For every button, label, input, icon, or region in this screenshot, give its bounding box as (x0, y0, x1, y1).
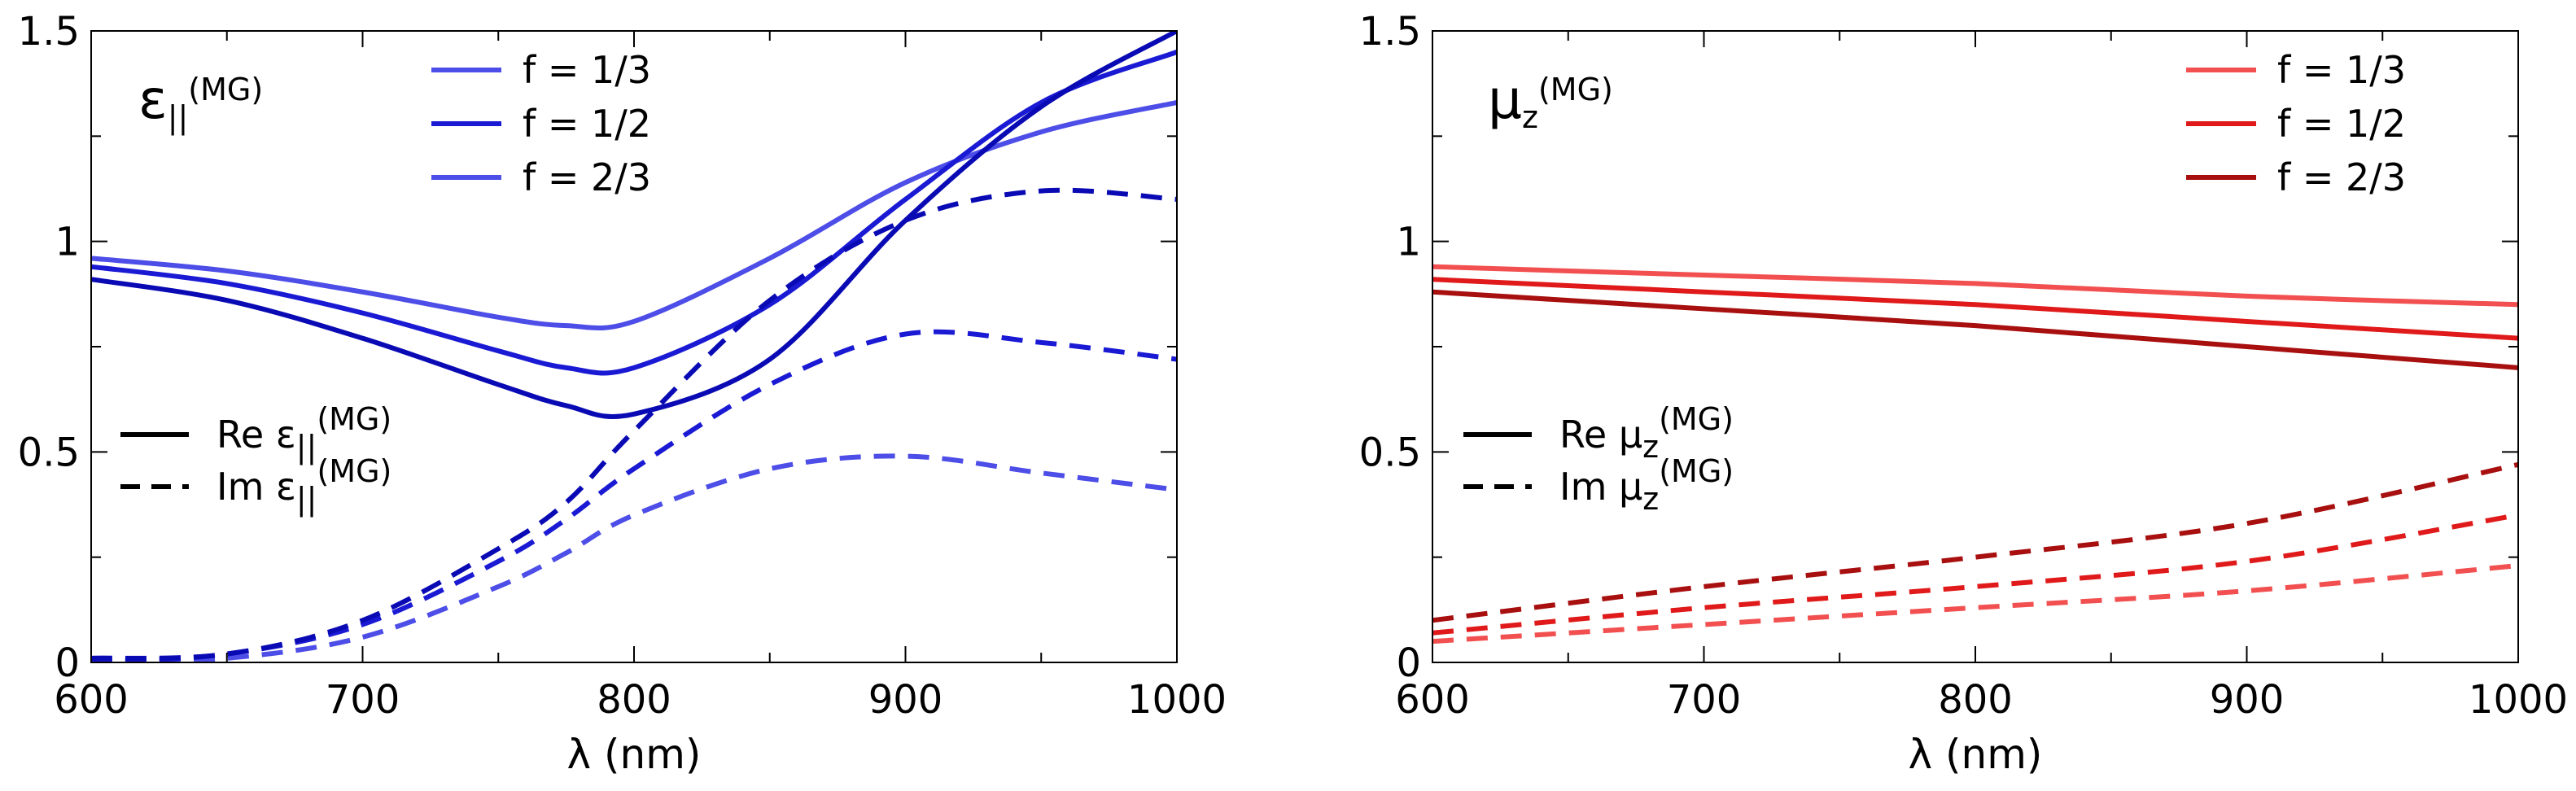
x-tick-label: 700 (326, 677, 400, 723)
y-tick-label: 0.5 (1359, 430, 1421, 475)
panel-title: μz(MG) (1488, 68, 1613, 135)
series-line-im-3 (91, 453, 1177, 662)
legend-style-label-subscript: || (296, 481, 317, 518)
series-group (1432, 264, 2518, 645)
series-line-re-1 (1432, 277, 2518, 341)
y-tick-label: 0 (55, 640, 80, 686)
x-axis-label: λ (nm) (1909, 731, 2043, 778)
legend-style-label-superscript: (MG) (1659, 401, 1734, 437)
legend-style-label-superscript: (MG) (317, 401, 391, 437)
legend-style-label-symbol: μ (1619, 465, 1642, 509)
legend-fraction: f = 1/3 f = 1/2 f = 2/3 (431, 48, 651, 199)
legend-style-label-prefix: Im (216, 465, 276, 509)
legend-label: f = 2/3 (523, 155, 651, 199)
legend-style-label-symbol: ε (276, 413, 296, 457)
legend-style: Re μz(MG)Im μz(MG) (1463, 401, 1734, 517)
series-line-im-5 (91, 187, 1177, 661)
legend-style-label-subscript: z (1642, 481, 1659, 517)
series-line-re-1 (91, 50, 1177, 376)
legend-style-label-superscript: (MG) (1659, 453, 1734, 489)
y-tick-label: 0.5 (18, 430, 80, 475)
legend-style-label-prefix: Im (1559, 465, 1619, 509)
legend-style-label-prefix: Re (1559, 413, 1619, 457)
y-tick-label: 1 (55, 220, 80, 265)
legend-label: f = 1/2 (2277, 102, 2406, 146)
legend-style-label-subscript: || (296, 429, 317, 465)
x-tick-label: 600 (54, 677, 129, 723)
legend-style-label-symbol: μ (1619, 413, 1642, 457)
series-line-re-2 (91, 31, 1177, 419)
x-tick-label: 1000 (2469, 677, 2568, 723)
series-line-im-4 (1432, 512, 2518, 636)
series-line-im-3 (1432, 563, 2518, 645)
series-line-re-0 (1432, 264, 2518, 308)
legend-style-label: Im μz(MG) (1559, 453, 1734, 517)
series-line-im-5 (1432, 461, 2518, 623)
legend-label: f = 1/3 (523, 48, 651, 92)
x-tick-label: 700 (1667, 677, 1742, 723)
legend-style-label: Re μz(MG) (1559, 401, 1734, 465)
legend-label: f = 1/3 (2277, 48, 2406, 92)
legend-style-label-symbol: ε (276, 465, 296, 509)
legend-label: f = 2/3 (2277, 155, 2406, 199)
x-axis-label: λ (nm) (567, 731, 702, 778)
x-tick-label: 600 (1395, 677, 1470, 723)
panel-title: ε||(MG) (138, 68, 263, 136)
series-group (91, 31, 1177, 662)
panel-title-symbol: μ (1488, 68, 1522, 131)
legend-style-label-subscript: z (1642, 429, 1659, 465)
panel-title-superscript: (MG) (1538, 72, 1613, 107)
legend-style-label-superscript: (MG) (317, 453, 391, 489)
x-tick-label: 800 (597, 677, 671, 723)
y-tick-label: 0 (1396, 640, 1421, 686)
x-tick-label: 800 (1938, 677, 2013, 723)
series-line-im-4 (91, 329, 1177, 662)
y-tick-label: 1 (1396, 220, 1421, 265)
legend-style-label-prefix: Re (216, 413, 276, 457)
x-tick-label: 900 (2210, 677, 2285, 723)
x-tick-label: 1000 (1127, 677, 1227, 723)
legend-fraction: f = 1/3 f = 1/2 f = 2/3 (2186, 48, 2406, 199)
series-line-re-2 (1432, 289, 2518, 370)
legend-label: f = 1/2 (523, 102, 651, 146)
panel-title-subscript: || (168, 99, 189, 136)
panel-title-subscript: z (1522, 99, 1538, 135)
legend-style: Re ε||(MG)Im ε||(MG) (120, 401, 391, 518)
y-tick-label: 1.5 (1359, 9, 1421, 55)
legend-style-label: Re ε||(MG) (216, 401, 391, 465)
x-tick-label: 900 (868, 677, 943, 723)
panel-title-superscript: (MG) (188, 72, 263, 107)
panel-title-symbol: ε (138, 68, 168, 131)
legend-style-label: Im ε||(MG) (216, 453, 391, 518)
y-tick-label: 1.5 (18, 9, 80, 55)
